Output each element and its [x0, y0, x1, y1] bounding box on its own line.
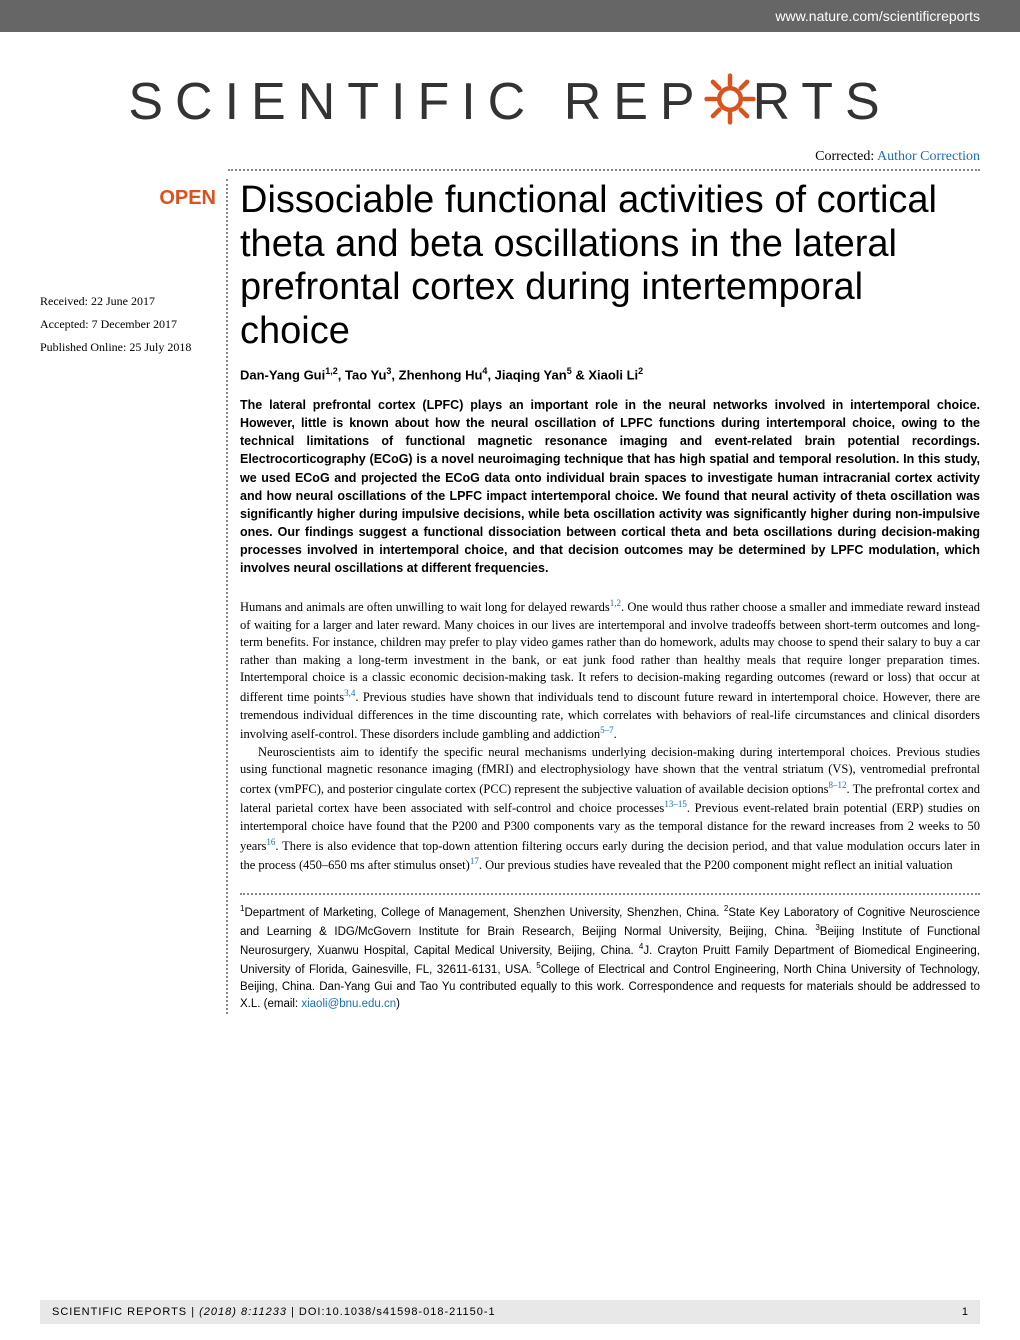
affil-tail: )	[396, 998, 400, 1010]
author-5-affil: 2	[638, 366, 643, 376]
citation-ref[interactable]: 3,4	[344, 688, 355, 698]
logo-word-rts: RTS	[753, 73, 892, 131]
author-4: Jiaqing Yan	[495, 367, 567, 382]
gear-icon	[703, 72, 757, 139]
citation-ref[interactable]: 8–12	[829, 780, 847, 790]
footer-doi: | DOI:10.1038/s41598-018-21150-1	[291, 1306, 496, 1318]
citation-ref[interactable]: 17	[470, 856, 479, 866]
header-bar: www.nature.com/scientificreports	[0, 0, 1020, 32]
author-list: Dan-Yang Gui1,2, Tao Yu3, Zhenhong Hu4, …	[240, 366, 980, 382]
body-paragraph-2: Neuroscientists aim to identify the spec…	[240, 744, 980, 875]
logo-word-rep: REP	[564, 73, 707, 131]
footer-journal: SCIENTIFIC REPORTS	[52, 1306, 187, 1318]
correction-link[interactable]: Author Correction	[877, 149, 980, 164]
date-published: Published Online: 25 July 2018	[40, 336, 228, 359]
correction-prefix: Corrected:	[815, 149, 877, 164]
left-sidebar: OPEN Received: 22 June 2017 Accepted: 7 …	[40, 179, 228, 1014]
article-body: Dissociable functional activities of cor…	[226, 179, 980, 1014]
citation-ref[interactable]: 5–7	[600, 725, 614, 735]
publication-dates: Received: 22 June 2017 Accepted: 7 Decem…	[40, 290, 228, 358]
body-paragraph-1: Humans and animals are often unwilling t…	[240, 597, 980, 743]
logo-word-scientific: SCIENTIFIC	[128, 73, 537, 131]
author-3: Zhenhong Hu	[399, 367, 483, 382]
author-1-affil: 1,2	[325, 366, 338, 376]
author-2: Tao Yu	[345, 367, 386, 382]
corresponding-email[interactable]: xiaoli@bnu.edu.cn	[301, 998, 396, 1010]
citation-ref[interactable]: 13–15	[664, 799, 687, 809]
author-5: Xiaoli Li	[588, 367, 638, 382]
page-number: 1	[962, 1306, 968, 1318]
footer-citation: SCIENTIFIC REPORTS | (2018) 8:11233 | DO…	[52, 1306, 496, 1318]
open-access-badge: OPEN	[40, 187, 228, 210]
header-url[interactable]: www.nature.com/scientificreports	[775, 8, 980, 24]
page-footer: SCIENTIFIC REPORTS | (2018) 8:11233 | DO…	[40, 1300, 980, 1324]
citation-ref[interactable]: 1,2	[610, 598, 621, 608]
date-accepted: Accepted: 7 December 2017	[40, 313, 228, 336]
body-text: Humans and animals are often unwilling t…	[240, 597, 980, 875]
abstract: The lateral prefrontal cortex (LPFC) pla…	[240, 396, 980, 577]
journal-logo: SCIENTIFIC REP RTS	[0, 32, 1020, 149]
author-1: Dan-Yang Gui	[240, 367, 325, 382]
affiliations: 1Department of Marketing, College of Man…	[240, 903, 980, 1014]
affiliation-divider	[240, 893, 980, 895]
correction-notice: Corrected: Author Correction	[0, 149, 1020, 169]
top-divider	[228, 169, 980, 171]
footer-volume: (2018) 8:11233	[199, 1306, 291, 1318]
affil-1: Department of Marketing, College of Mana…	[244, 907, 723, 919]
main-content: OPEN Received: 22 June 2017 Accepted: 7 …	[0, 179, 1020, 1014]
date-received: Received: 22 June 2017	[40, 290, 228, 313]
article-title: Dissociable functional activities of cor…	[240, 179, 980, 354]
